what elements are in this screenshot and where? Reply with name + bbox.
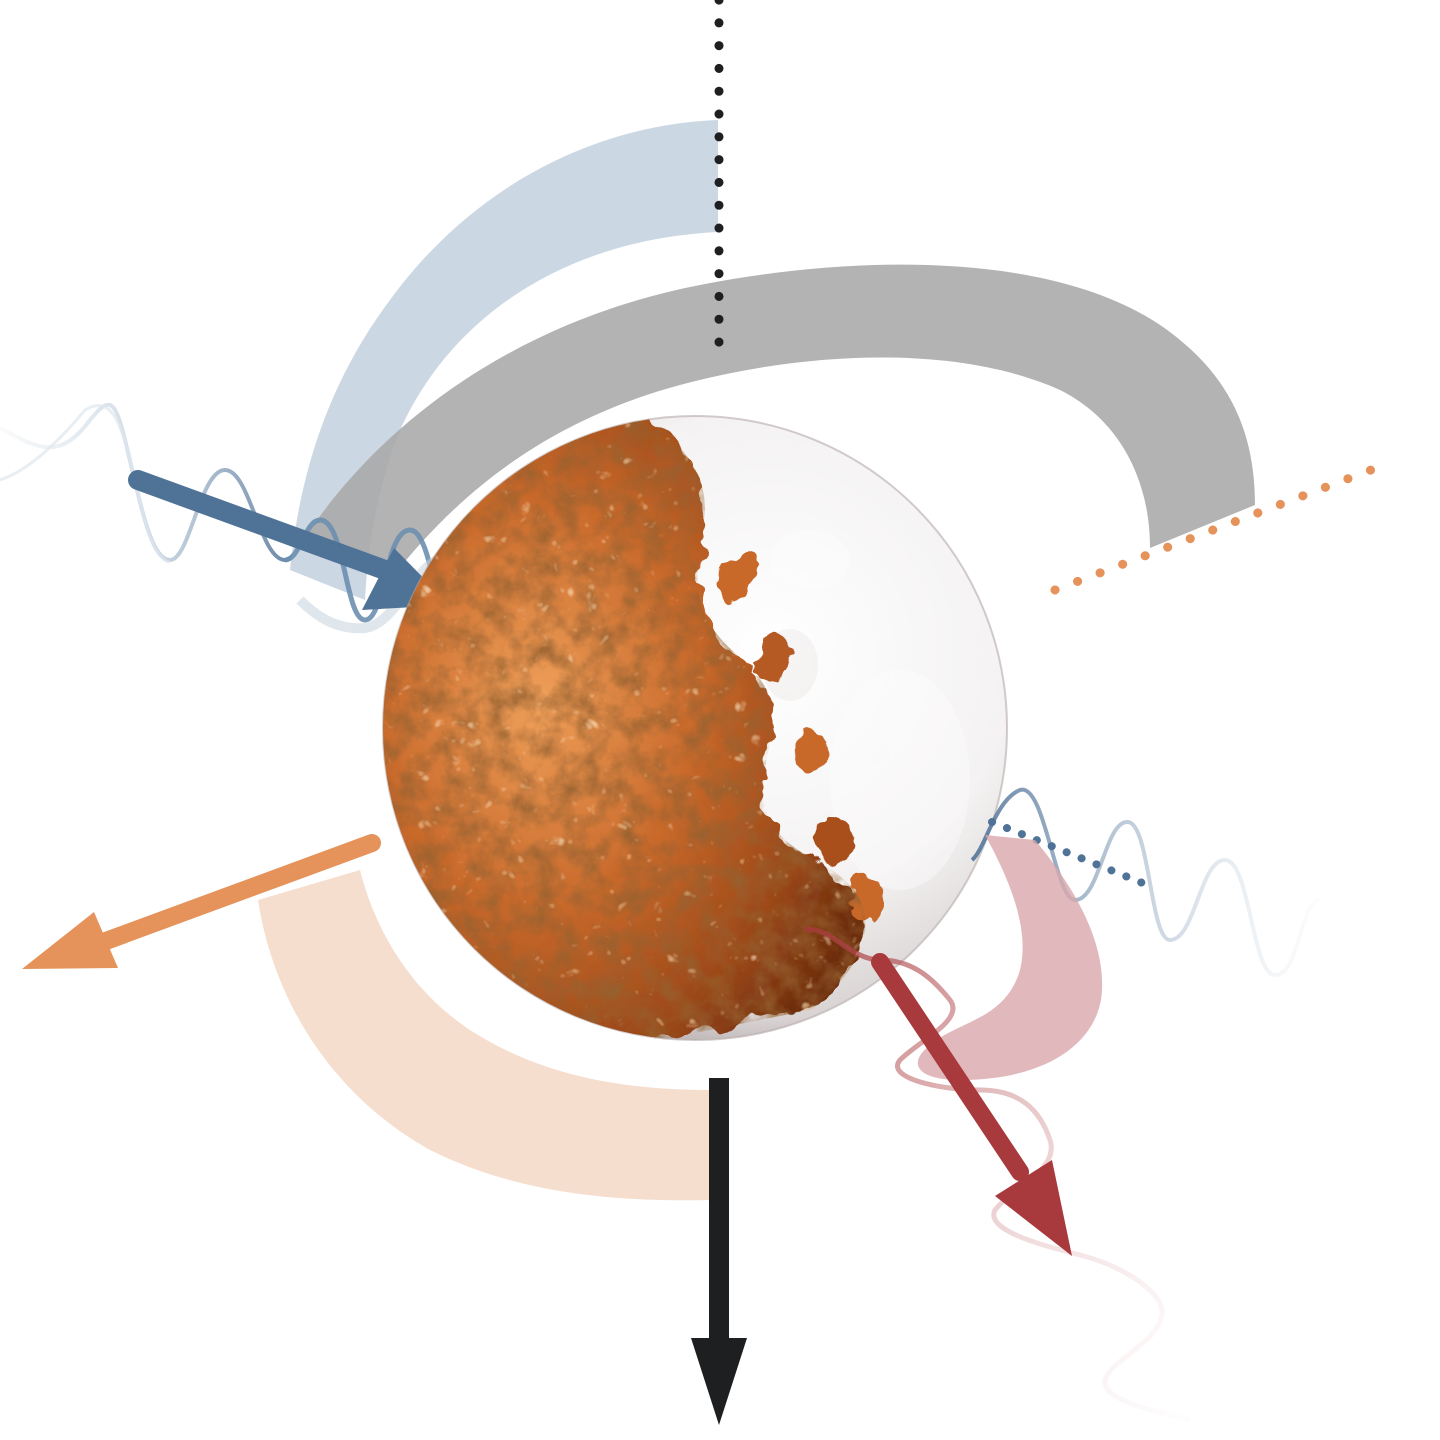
scattered-wave-red (804, 927, 1191, 1423)
incident-wave-back (0, 402, 319, 563)
emitted-band-arc (258, 870, 712, 1201)
gray-band-arc (300, 264, 1255, 580)
scattered-band-arc (917, 835, 1103, 1080)
scattered-wave-blue (970, 787, 1321, 978)
emitted-arrow (22, 834, 381, 969)
incident-band-arc (290, 120, 718, 600)
scattered-arrow (871, 953, 1072, 1256)
incident-wave-back-shadow (0, 404, 171, 564)
blue-dotted-line (988, 818, 1149, 888)
force-arrow (691, 1078, 747, 1425)
particle-sphere (382, 415, 1008, 1041)
